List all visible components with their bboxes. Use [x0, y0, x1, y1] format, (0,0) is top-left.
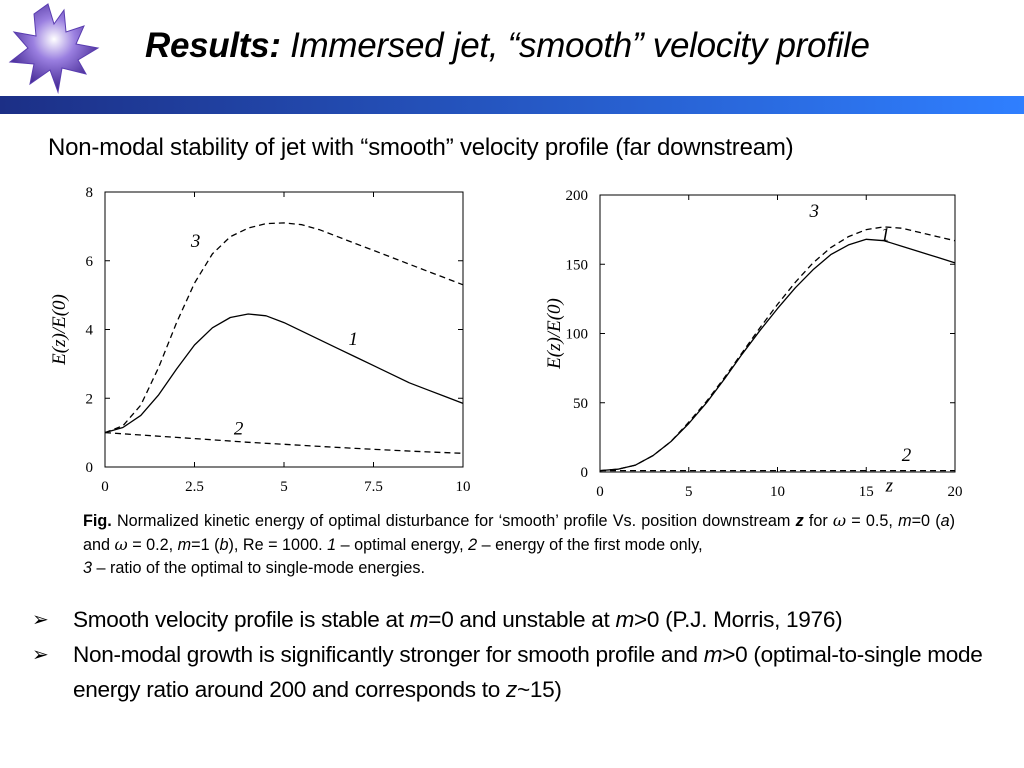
plot-frame: [104, 191, 464, 468]
y-tick-label: 0: [581, 465, 589, 481]
bullet-item: ➢ Smooth velocity profile is stable at m…: [30, 602, 1005, 637]
title-bold: Results:: [145, 26, 281, 65]
caption-omega: ω: [832, 511, 847, 530]
series-line-2: [104, 431, 464, 454]
y-tick-label: 100: [566, 327, 589, 343]
bullet-m: m: [409, 607, 429, 632]
series-line-1: [104, 313, 464, 434]
bullet-text: ~15): [517, 677, 562, 702]
caption-fig-label: Fig.: [83, 512, 112, 530]
slide-subtitle: Non-modal stability of jet with “smooth”…: [48, 134, 794, 161]
arrowhead-bullet-icon: ➢: [32, 642, 49, 666]
caption-three: 3: [83, 559, 93, 577]
curve-label-3: 3: [808, 201, 819, 222]
x-tick-label: 0: [101, 479, 109, 495]
header-band: [0, 96, 1024, 114]
caption-m: m: [177, 536, 192, 554]
bullet-text: =0 and unstable at: [428, 607, 616, 632]
caption-text: – ratio of the optimal to single-mode en…: [92, 559, 425, 577]
bullet-list: ➢ Smooth velocity profile is stable at m…: [30, 602, 1005, 707]
curve-label-1: 1: [880, 225, 890, 246]
bullet-m: m: [703, 642, 723, 667]
y-tick-label: 4: [86, 323, 94, 339]
bullet-z: z: [506, 677, 517, 702]
x-tick-label: 0: [596, 484, 604, 500]
x-tick-label: 2.5: [185, 479, 204, 495]
caption-text: – optimal energy,: [336, 536, 469, 554]
y-axis-label: E(z)/E(0): [49, 294, 70, 366]
maple-leaf-logo: [8, 3, 100, 94]
caption-one: 1: [327, 536, 337, 554]
curve-label-2: 2: [902, 445, 912, 466]
x-tick-label: 5: [280, 479, 288, 495]
chart-a: 0 2.5 5 7.5 10 0 2 4 6 8 E(z)/E(0) 1 2 3: [49, 185, 471, 495]
figure-caption: Fig. Normalized kinetic energy of optima…: [83, 509, 955, 580]
caption-a: a: [940, 512, 950, 530]
curve-label-3: 3: [190, 231, 201, 252]
bullet-text: >0 (optimal-to-single mode energy ratio …: [73, 642, 983, 702]
bullet-text: Smooth velocity profile is stable at: [73, 607, 410, 632]
caption-text: = 0.2,: [127, 536, 178, 554]
caption-text: =1 (: [191, 536, 220, 554]
y-axis-label: E(z)/E(0): [544, 298, 565, 370]
series-line-1: [599, 238, 956, 472]
curve-label-2: 2: [234, 418, 244, 439]
arrowhead-bullet-icon: ➢: [32, 607, 49, 631]
bullet-text: Non-modal growth is significantly strong…: [73, 642, 704, 667]
caption-text: ) and: [83, 512, 955, 554]
y-tick-label: 0: [86, 460, 94, 476]
x-tick-label: 5: [685, 484, 693, 500]
x-tick-label: 15: [859, 484, 874, 500]
caption-z: z: [795, 512, 804, 530]
y-tick-label: 150: [566, 257, 589, 273]
caption-text: ), Re = 1000.: [228, 536, 328, 554]
x-tick-label: 10: [456, 479, 471, 495]
series-line-3: [599, 226, 956, 472]
caption-b: b: [219, 536, 229, 554]
page-title: Results: Immersed jet, “smooth” velocity…: [145, 26, 870, 66]
title-rest: Immersed jet, “smooth” velocity profile: [280, 26, 870, 65]
caption-text: = 0.5,: [846, 512, 899, 530]
y-tick-label: 8: [86, 185, 94, 201]
x-axis-label: z: [885, 475, 894, 496]
caption-m: m: [898, 512, 912, 530]
x-tick-label: 7.5: [364, 479, 383, 495]
y-tick-label: 2: [86, 391, 94, 407]
caption-text: – energy of the first mode only,: [477, 536, 703, 554]
x-tick-label: 10: [770, 484, 785, 500]
caption-two: 2: [468, 536, 478, 554]
caption-omega: ω: [114, 535, 128, 554]
bullet-item: ➢ Non-modal growth is significantly stro…: [30, 637, 1005, 707]
bullet-text: >0 (P.J. Morris, 1976): [633, 607, 843, 632]
caption-text: Normalized kinetic energy of optimal dis…: [111, 512, 796, 530]
y-tick-label: 6: [86, 254, 94, 270]
bullet-m: m: [615, 607, 634, 632]
y-tick-label: 50: [573, 396, 588, 412]
x-tick-label: 20: [948, 484, 963, 500]
curve-label-1: 1: [348, 329, 358, 350]
series-line-3: [104, 222, 464, 434]
caption-text: =0 (: [911, 512, 941, 530]
caption-text: for: [803, 512, 833, 530]
y-tick-label: 200: [566, 188, 589, 204]
plot-frame: [599, 194, 956, 473]
